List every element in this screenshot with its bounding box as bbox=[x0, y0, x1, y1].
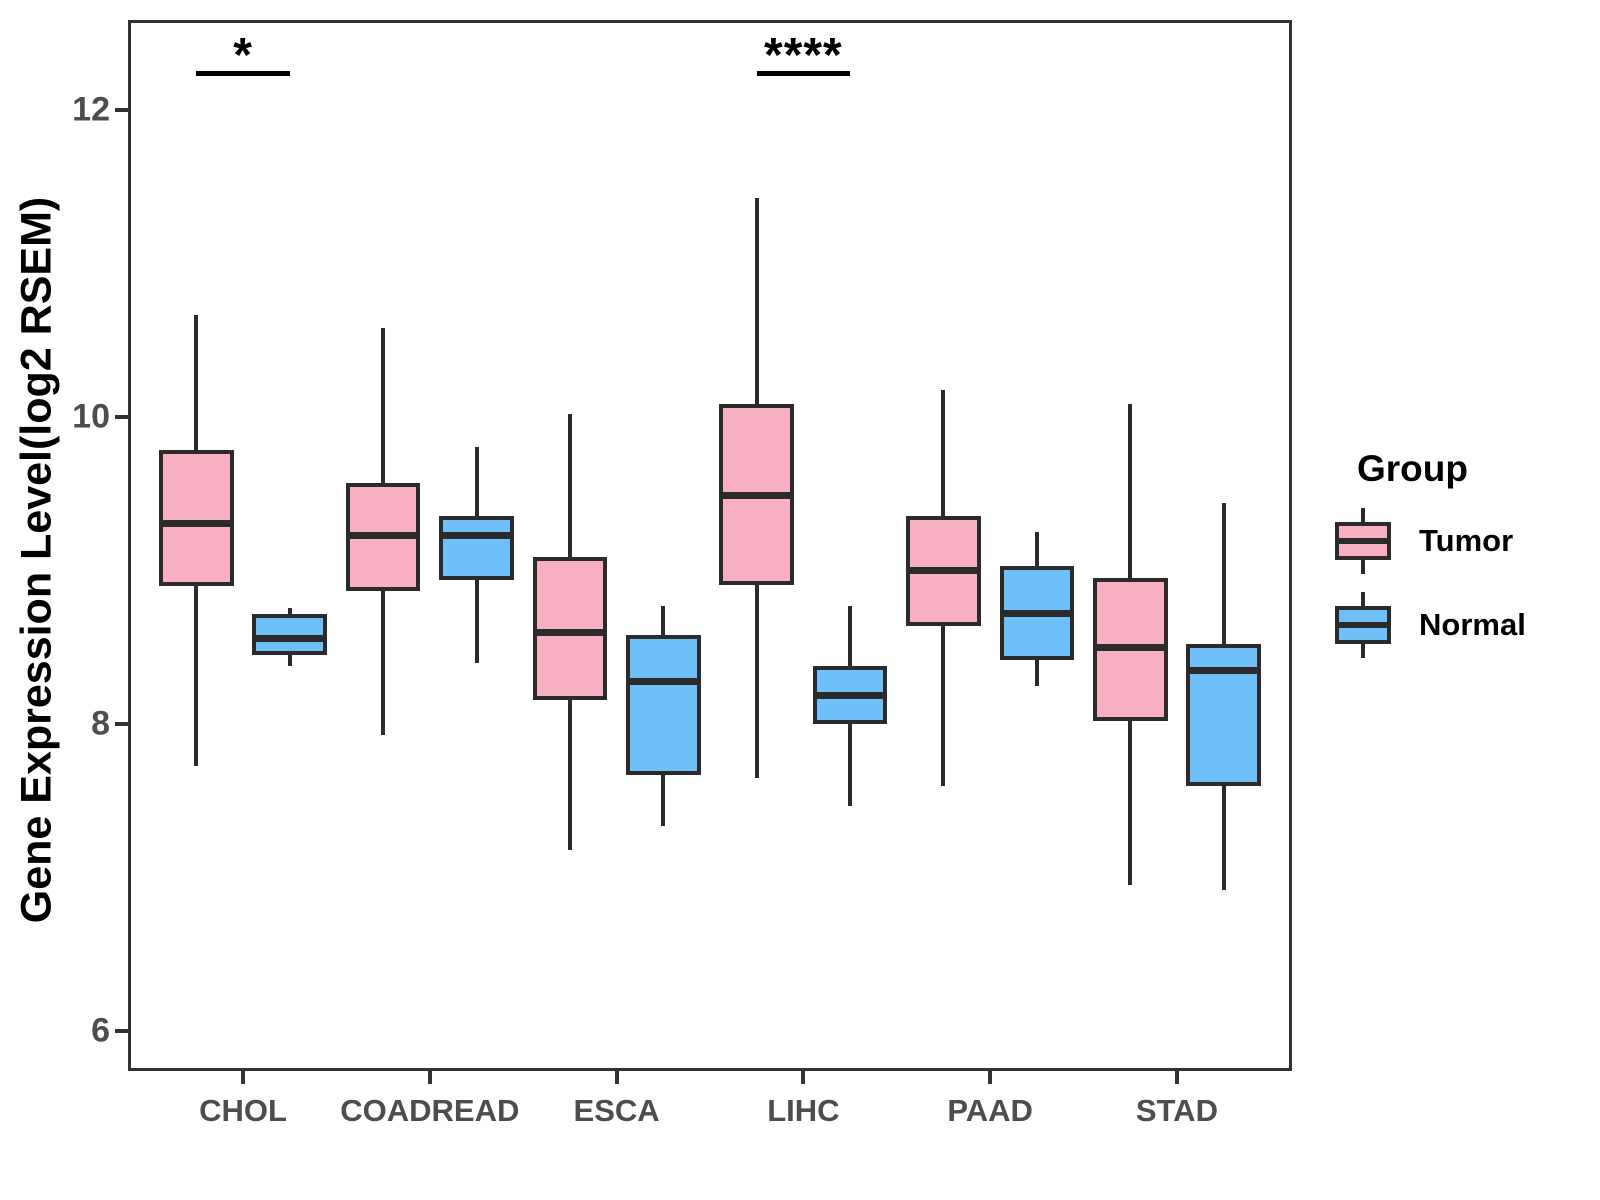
significance-label-LIHC: **** bbox=[764, 29, 843, 82]
median-STAD-Normal bbox=[1186, 667, 1261, 675]
median-LIHC-Normal bbox=[812, 691, 888, 699]
x-tick-label-CHOL: CHOL bbox=[199, 1093, 287, 1128]
plot-panel bbox=[128, 20, 1292, 1071]
x-tick-label-ESCA: ESCA bbox=[573, 1093, 660, 1128]
box-ESCA-Normal bbox=[625, 635, 701, 775]
median-LIHC-Tumor bbox=[719, 492, 795, 500]
box-STAD-Normal bbox=[1186, 644, 1261, 786]
median-CHOL-Tumor bbox=[159, 519, 234, 527]
median-COADREAD-Tumor bbox=[345, 532, 421, 540]
normal-boxplot-key-icon bbox=[1335, 592, 1391, 658]
y-tick-10 bbox=[115, 415, 128, 420]
x-tick-label-PAAD: PAAD bbox=[947, 1093, 1033, 1128]
legend-title: Group bbox=[1357, 448, 1468, 489]
median-ESCA-Normal bbox=[625, 677, 701, 685]
y-tick-label-8: 8 bbox=[91, 704, 110, 743]
legend-label-normal: Normal bbox=[1419, 607, 1526, 642]
y-tick-12 bbox=[115, 108, 128, 113]
x-tick-STAD bbox=[1174, 1071, 1179, 1084]
x-tick-PAAD bbox=[988, 1071, 993, 1084]
median-ESCA-Tumor bbox=[532, 628, 608, 636]
x-tick-COADREAD bbox=[427, 1071, 432, 1084]
y-tick-label-10: 10 bbox=[72, 397, 110, 436]
x-tick-LIHC bbox=[801, 1071, 806, 1084]
significance-label-CHOL: * bbox=[233, 29, 253, 82]
y-tick-label-6: 6 bbox=[91, 1011, 110, 1050]
median-STAD-Tumor bbox=[1092, 644, 1168, 652]
y-axis-title: Gene Expression Level(log2 RSEM) bbox=[12, 196, 61, 924]
median-PAAD-Normal bbox=[999, 610, 1075, 618]
legend-item-tumor: Tumor bbox=[1330, 508, 1580, 574]
significance-line-LIHC bbox=[756, 71, 851, 76]
x-tick-ESCA bbox=[614, 1071, 619, 1084]
legend-label-tumor: Tumor bbox=[1419, 523, 1514, 558]
x-tick-label-STAD: STAD bbox=[1135, 1093, 1218, 1128]
legend: Group Tumor Normal bbox=[1330, 448, 1580, 658]
box-CHOL-Tumor bbox=[159, 449, 234, 587]
legend-item-normal: Normal bbox=[1330, 592, 1580, 658]
y-tick-8 bbox=[115, 722, 128, 727]
x-tick-label-LIHC: LIHC bbox=[767, 1093, 840, 1128]
median-COADREAD-Normal bbox=[439, 532, 514, 540]
x-tick-CHOL bbox=[241, 1071, 246, 1084]
tumor-boxplot-key-icon bbox=[1335, 508, 1391, 574]
median-PAAD-Tumor bbox=[906, 567, 981, 575]
box-ESCA-Tumor bbox=[532, 557, 608, 700]
y-tick-6 bbox=[115, 1029, 128, 1034]
median-CHOL-Normal bbox=[252, 634, 328, 642]
significance-line-CHOL bbox=[196, 71, 290, 76]
y-tick-label-12: 12 bbox=[72, 90, 110, 129]
box-COADREAD-Normal bbox=[439, 515, 514, 580]
box-CHOL-Normal bbox=[252, 613, 328, 656]
x-tick-label-COADREAD: COADREAD bbox=[340, 1093, 520, 1128]
